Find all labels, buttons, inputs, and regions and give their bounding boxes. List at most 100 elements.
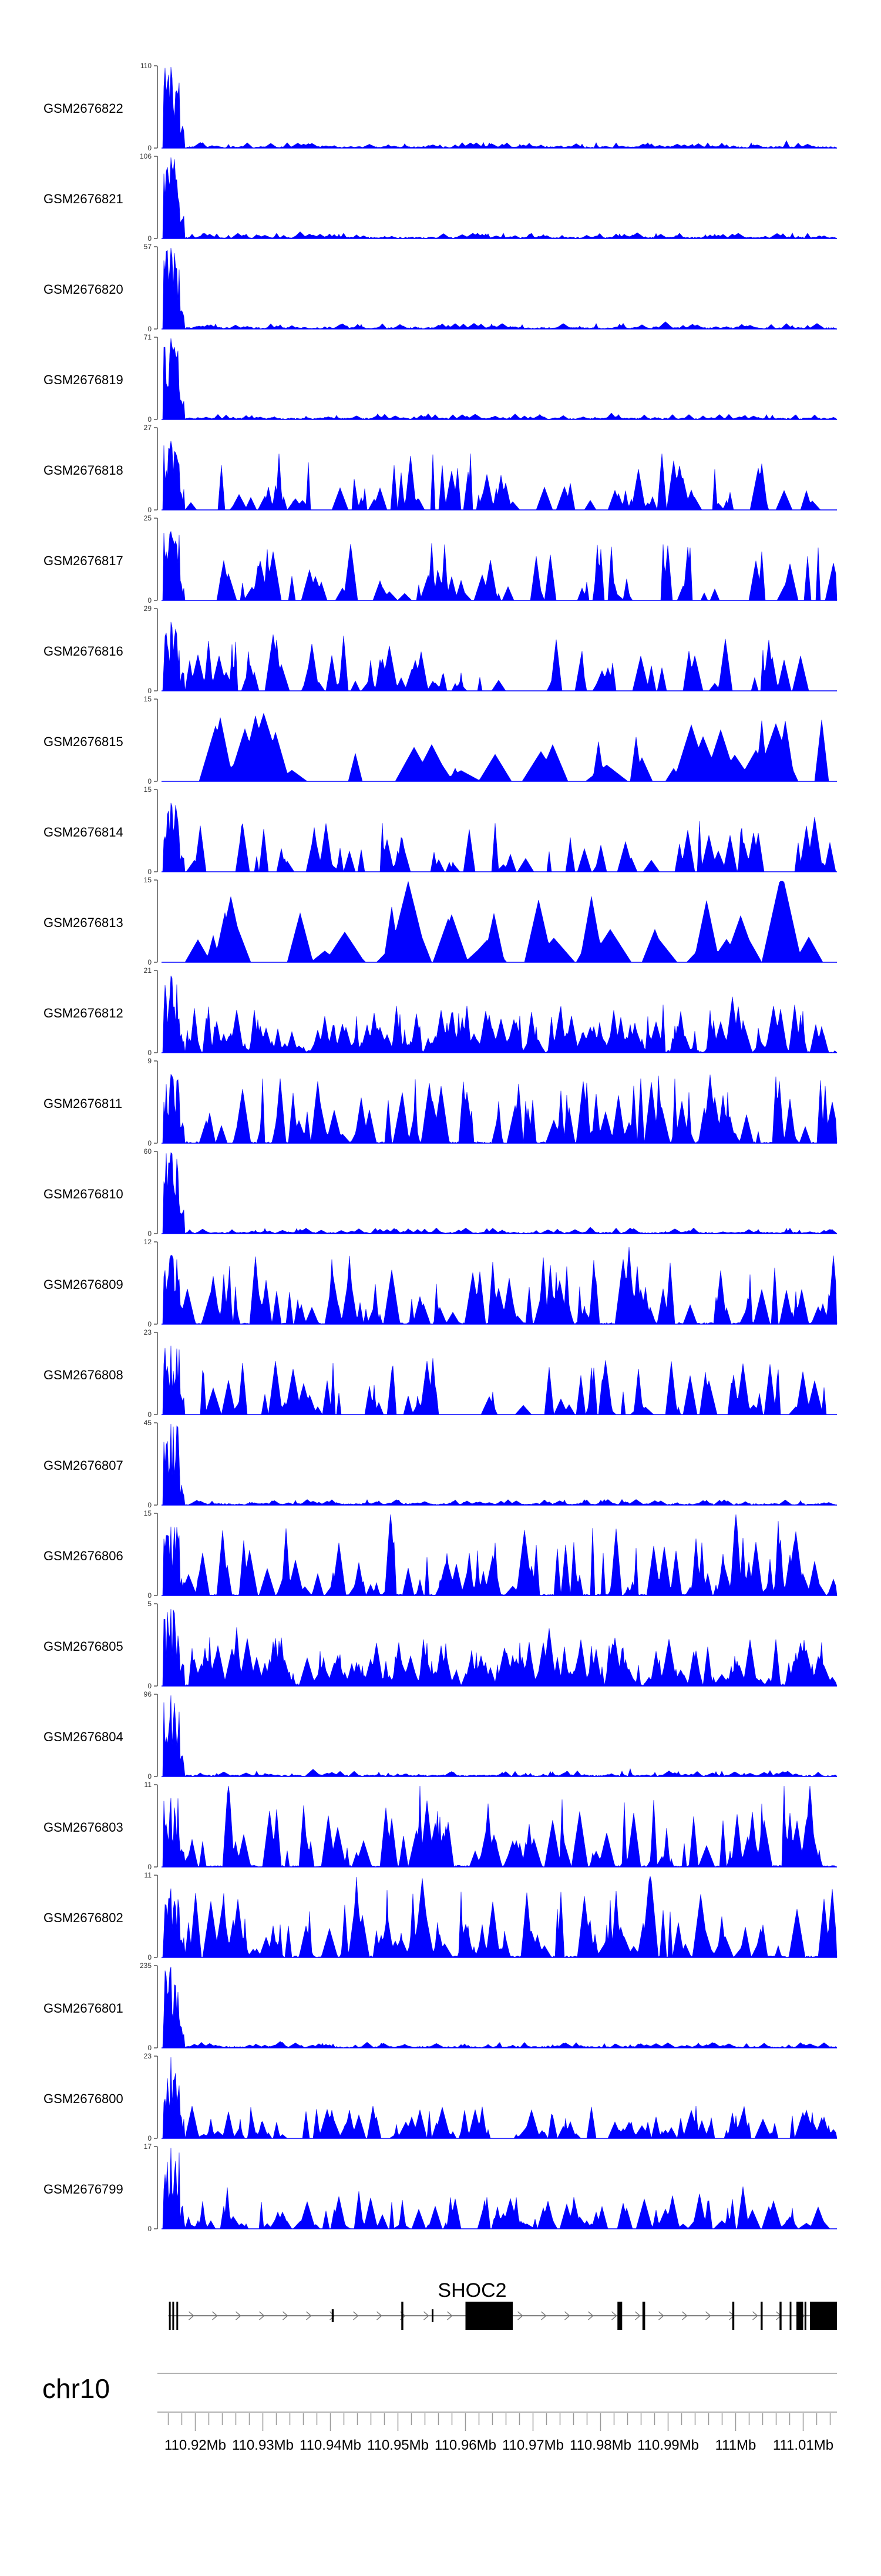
track-sample-label: GSM2676799	[43, 2182, 123, 2197]
coverage-area	[162, 157, 838, 239]
gene-exon	[617, 2302, 623, 2330]
track-sample-label: GSM2676800	[43, 2091, 123, 2106]
axis-tick-label: 111Mb	[715, 2437, 756, 2453]
axis-tick-label: 110.95Mb	[367, 2437, 429, 2453]
gene-exon	[779, 2302, 782, 2330]
strand-chevron	[705, 2311, 711, 2320]
coverage-track-GSM2676799: GSM2676799 17 0	[43, 2142, 837, 2233]
track-sample-label: GSM2676817	[43, 553, 123, 568]
track-y-min-label: 0	[147, 1591, 152, 1600]
track-sample-label: GSM2676814	[43, 825, 123, 839]
track-sample-label: GSM2676811	[43, 1096, 122, 1111]
coverage-area	[162, 1514, 838, 1596]
track-y-max-label: 11	[144, 1871, 152, 1879]
track-sample-label: GSM2676819	[43, 372, 123, 387]
track-y-max-label: 5	[147, 1600, 152, 1608]
coverage-track-GSM2676819: GSM2676819 71 0	[43, 333, 838, 424]
axis-tick-label: 110.96Mb	[435, 2437, 496, 2453]
coverage-area	[162, 66, 838, 149]
strand-chevron	[658, 2311, 664, 2320]
axis-tick-label: 110.93Mb	[232, 2437, 294, 2453]
gene-exon	[465, 2302, 472, 2330]
track-y-max-label: 11	[144, 1781, 152, 1789]
track-y-max-label: 45	[144, 1419, 152, 1427]
gene-exon	[331, 2309, 334, 2322]
coverage-area	[162, 1785, 838, 1868]
strand-chevron	[212, 2311, 218, 2320]
coverage-track-GSM2676809: GSM2676809 12 0	[43, 1238, 838, 1328]
track-y-min-label: 0	[147, 1772, 152, 1781]
track-sample-label: GSM2676809	[43, 1277, 123, 1292]
track-y-max-label: 110	[140, 62, 152, 70]
strand-chevron	[189, 2311, 194, 2320]
coverage-area	[162, 1695, 838, 1777]
coverage-track-GSM2676808: GSM2676808 23 0	[43, 1328, 837, 1419]
track-sample-label: GSM2676802	[43, 1910, 123, 1925]
coverage-track-GSM2676812: GSM2676812 21 0	[43, 966, 838, 1057]
gene-name-label: SHOC2	[438, 2279, 506, 2302]
chromosome-label: chr10	[42, 2373, 110, 2404]
coverage-track-GSM2676818: GSM2676818 27 0	[43, 424, 837, 514]
coverage-track-GSM2676813: GSM2676813 15 0	[43, 876, 837, 966]
strand-chevron	[306, 2311, 312, 2320]
coverage-area	[162, 247, 838, 330]
coverage-area	[162, 1608, 838, 1687]
gene-exon	[169, 2302, 171, 2330]
coverage-area	[162, 1966, 838, 2048]
coverage-track-GSM2676804: GSM2676804 96 0	[43, 1690, 838, 1781]
strand-chevron	[564, 2311, 570, 2320]
strand-chevron	[752, 2311, 758, 2320]
strand-chevron	[283, 2311, 288, 2320]
track-sample-label: GSM2676803	[43, 1820, 123, 1835]
track-y-max-label: 15	[144, 1509, 152, 1517]
coverage-area	[162, 975, 838, 1053]
track-y-max-label: 106	[140, 152, 152, 160]
track-sample-label: GSM2676815	[43, 734, 123, 749]
track-sample-label: GSM2676812	[43, 1006, 123, 1020]
gene-exon	[810, 2302, 837, 2330]
gene-exon	[804, 2302, 806, 2330]
track-sample-label: GSM2676807	[43, 1458, 123, 1473]
coverage-track-GSM2676815: GSM2676815 15 0	[43, 695, 837, 785]
track-sample-label: GSM2676801	[43, 2001, 123, 2016]
coverage-track-GSM2676805: GSM2676805 5 0	[43, 1600, 838, 1690]
track-y-max-label: 23	[144, 2052, 152, 2060]
strand-chevron	[329, 2311, 335, 2320]
coverage-track-GSM2676810: GSM2676810 60 0	[43, 1147, 838, 1238]
track-sample-label: GSM2676808	[43, 1368, 123, 1382]
axis-tick-label: 110.97Mb	[502, 2437, 564, 2453]
strand-chevron	[635, 2311, 641, 2320]
track-y-min-label: 0	[147, 506, 152, 514]
axis-track: chr10 110.92Mb 110.93Mb 110.94Mb 110.95Mb 110…	[42, 2373, 837, 2453]
coverage-area	[162, 1247, 838, 1325]
axis-tick-label: 111.01Mb	[773, 2437, 833, 2453]
track-y-min-label: 0	[147, 596, 152, 604]
track-y-min-label: 0	[147, 1863, 152, 1871]
coverage-track-GSM2676803: GSM2676803 11 0	[43, 1781, 838, 1871]
axis-tick-label: 110.94Mb	[300, 2437, 361, 2453]
axis-tick-label: 110.92Mb	[164, 2437, 226, 2453]
track-y-max-label: 96	[144, 1690, 152, 1698]
strand-chevron	[541, 2311, 547, 2320]
gene-exon	[401, 2302, 403, 2330]
track-sample-label: GSM2676806	[43, 1549, 123, 1563]
strand-chevron	[353, 2311, 359, 2320]
coverage-area	[162, 530, 838, 601]
track-y-min-label: 0	[147, 868, 152, 876]
track-y-max-label: 9	[147, 1057, 152, 1065]
track-y-min-label: 0	[147, 1049, 152, 1057]
coverage-track-GSM2676800: GSM2676800 23 0	[43, 2052, 838, 2142]
track-y-min-label: 0	[147, 325, 152, 333]
track-y-min-label: 0	[147, 2134, 152, 2142]
gene-exon	[789, 2302, 792, 2330]
strand-chevron	[259, 2311, 265, 2320]
gene-track: SHOC2	[168, 2279, 837, 2330]
coverage-track-GSM2676817: GSM2676817 25 0	[43, 514, 838, 604]
track-y-max-label: 17	[144, 2142, 152, 2151]
gene-exon	[732, 2302, 735, 2330]
coverage-area	[162, 802, 837, 872]
coverage-area	[162, 441, 837, 511]
track-y-max-label: 15	[144, 785, 152, 794]
